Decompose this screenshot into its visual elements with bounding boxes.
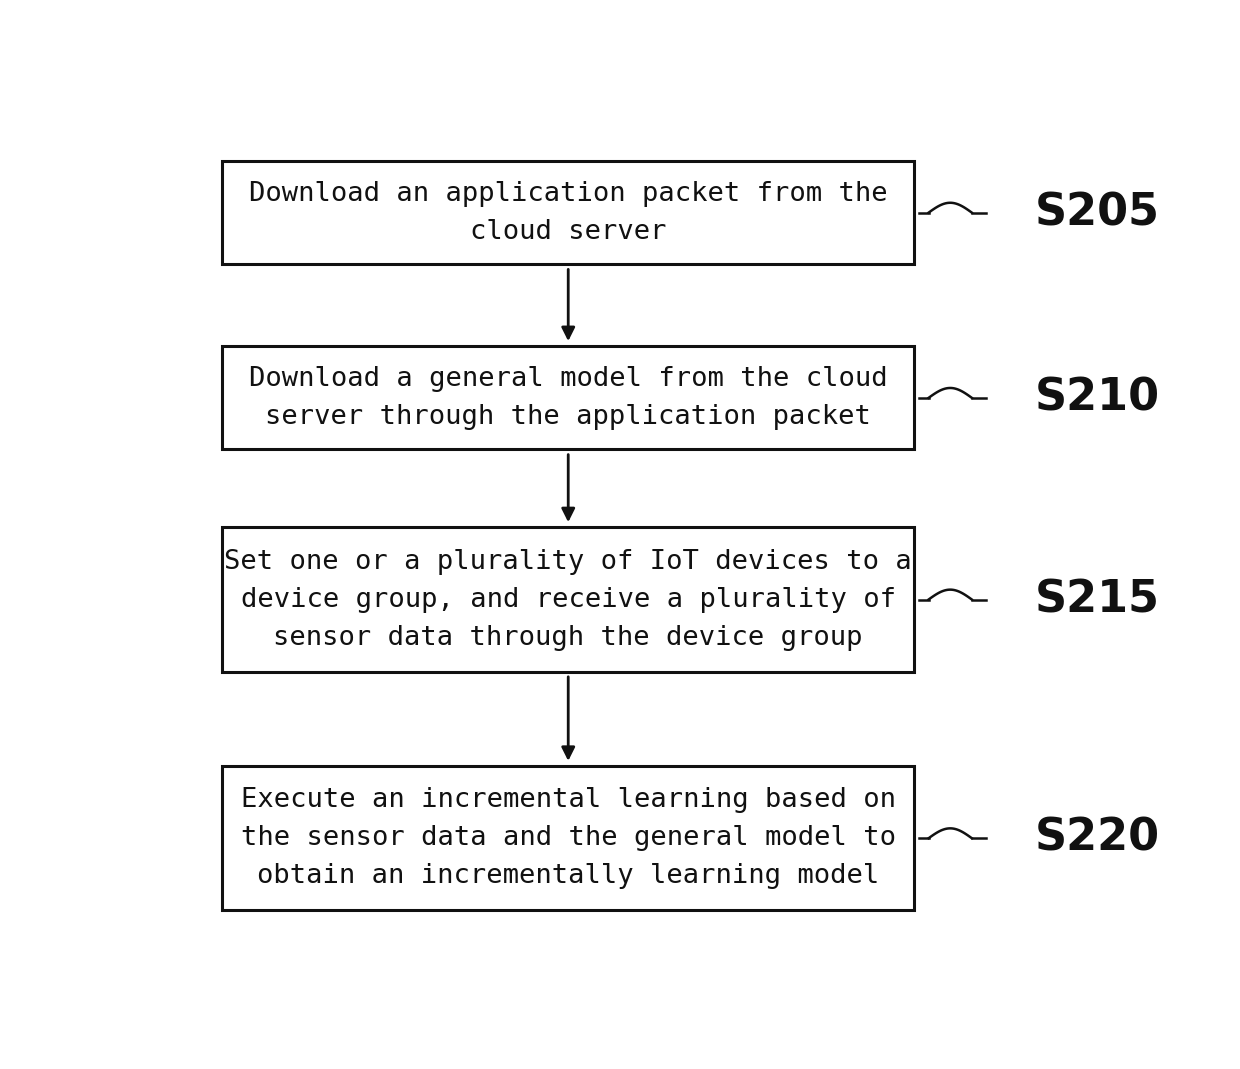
Bar [222,161,914,264]
Bar [222,527,914,671]
Text: S210: S210 [1034,376,1159,419]
Text: Download a general model from the cloud
server through the application packet: Download a general model from the cloud … [249,366,888,430]
Text: S205: S205 [1034,191,1159,234]
Text: Set one or a plurality of IoT devices to a
device group, and receive a plurality: Set one or a plurality of IoT devices to… [224,548,913,651]
Text: S215: S215 [1034,578,1159,621]
Bar [222,346,914,449]
Bar [222,766,914,911]
Text: S220: S220 [1034,817,1159,859]
Text: Download an application packet from the
cloud server: Download an application packet from the … [249,181,888,245]
Text: Execute an incremental learning based on
the sensor data and the general model t: Execute an incremental learning based on… [241,787,895,889]
